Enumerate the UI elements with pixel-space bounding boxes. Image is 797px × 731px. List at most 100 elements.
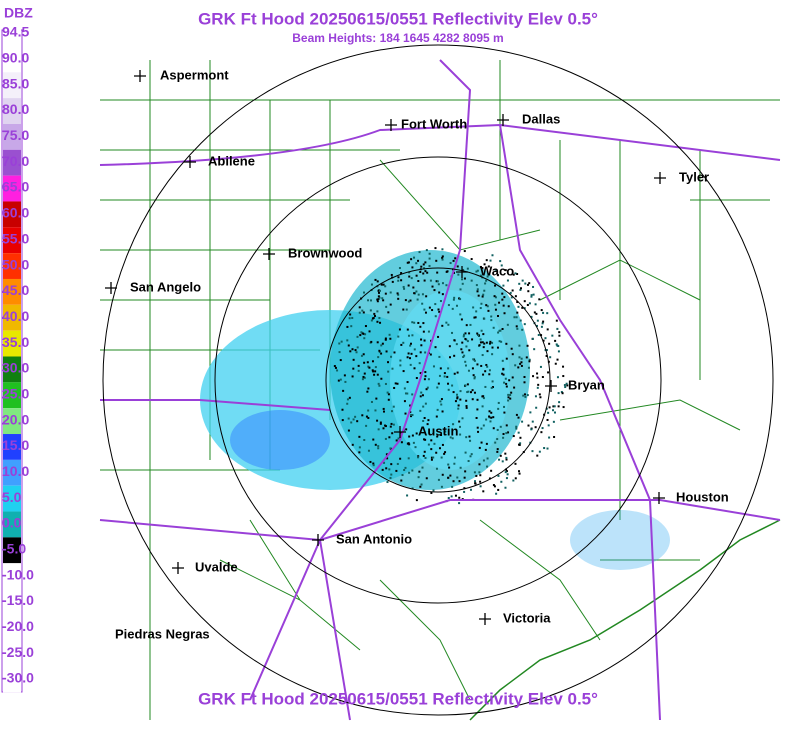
echo-pixel xyxy=(490,386,493,389)
echo-pixel xyxy=(378,317,381,320)
echo-pixel xyxy=(397,335,400,338)
echo-pixel xyxy=(430,491,433,494)
echo-pixel xyxy=(412,441,415,444)
echo-pixel xyxy=(405,308,408,311)
legend-label: -15.0 xyxy=(2,592,34,608)
echo-pixel xyxy=(369,309,372,312)
echo-pixel xyxy=(434,247,437,250)
echo-pixel xyxy=(397,297,400,300)
echo-pixel xyxy=(430,448,433,451)
echo-pixel xyxy=(399,359,402,362)
echo-pixel xyxy=(478,344,481,347)
city-name: Austin xyxy=(418,423,459,438)
echo-pixel xyxy=(451,485,454,488)
echo-pixel xyxy=(389,337,392,340)
echo-pixel xyxy=(501,359,504,362)
echo-pixel xyxy=(496,346,499,349)
echo-pixel xyxy=(453,372,456,375)
legend-swatch xyxy=(3,20,21,47)
echo-pixel xyxy=(424,311,427,314)
echo-pixel xyxy=(363,438,366,441)
echo-pixel xyxy=(501,460,504,463)
echo-pixel xyxy=(471,389,474,392)
echo-pixel xyxy=(387,398,390,401)
echo-pixel xyxy=(502,373,505,376)
echo-pixel xyxy=(422,405,425,408)
echo-pixel xyxy=(425,249,428,252)
echo-pixel xyxy=(346,339,349,342)
echo-pixel xyxy=(505,470,508,473)
echo-pixel xyxy=(453,462,456,465)
echo-pixel xyxy=(465,405,468,408)
echo-pixel xyxy=(406,392,409,395)
echo-pixel xyxy=(363,337,366,340)
echo-pixel xyxy=(344,380,347,383)
echo-pixel xyxy=(400,479,403,482)
echo-pixel xyxy=(469,488,472,491)
echo-pixel xyxy=(413,256,416,259)
echo-pixel xyxy=(553,411,556,414)
echo-pixel xyxy=(390,355,393,358)
echo-pixel xyxy=(451,331,454,334)
echo-pixel xyxy=(420,391,423,394)
echo-pixel xyxy=(362,291,365,294)
echo-pixel xyxy=(519,362,522,365)
echo-pixel xyxy=(372,370,375,373)
echo-pixel xyxy=(390,422,393,425)
echo-pixel xyxy=(337,379,340,382)
echo-pixel xyxy=(407,284,410,287)
echo-pixel xyxy=(511,289,514,292)
echo-pixel xyxy=(422,419,425,422)
echo-pixel xyxy=(519,288,522,291)
echo-pixel xyxy=(399,457,402,460)
echo-pixel xyxy=(532,285,535,288)
echo-pixel xyxy=(481,267,484,270)
echo-pixel xyxy=(556,376,559,379)
echo-pixel xyxy=(397,279,400,282)
echo-pixel xyxy=(384,292,387,295)
echo-pixel xyxy=(403,287,406,290)
echo-pixel xyxy=(500,480,503,483)
echo-pixel xyxy=(536,454,539,457)
echo-pixel xyxy=(463,333,466,336)
echo-pixel xyxy=(491,380,494,383)
echo-pixel xyxy=(374,370,377,373)
echo-pixel xyxy=(527,424,530,427)
echo-pixel xyxy=(419,409,422,412)
echo-pixel xyxy=(534,426,537,429)
city-marker xyxy=(263,248,275,260)
echo-pixel xyxy=(385,467,388,470)
echo-pixel xyxy=(473,316,476,319)
echo-pixel xyxy=(414,446,417,449)
echo-pixel xyxy=(490,411,493,414)
echo-pixel xyxy=(552,405,555,408)
echo-pixel xyxy=(434,315,437,318)
echo-pixel xyxy=(566,384,569,387)
echo-pixel xyxy=(444,430,447,433)
echo-pixel xyxy=(522,394,525,397)
echo-pixel xyxy=(436,408,439,411)
echo-pixel xyxy=(465,406,468,409)
echo-pixel xyxy=(542,339,545,342)
echo-pixel xyxy=(408,271,411,274)
echo-pixel xyxy=(376,419,379,422)
echo-pixel xyxy=(462,335,465,338)
echo-pixel xyxy=(388,468,391,471)
echo-pixel xyxy=(423,378,426,381)
echo-pixel xyxy=(364,333,367,336)
echo-pixel xyxy=(553,405,556,408)
echo-pixel xyxy=(374,366,377,369)
echo-pixel xyxy=(464,451,467,454)
echo-pixel xyxy=(518,344,521,347)
echo-pixel xyxy=(440,485,443,488)
echo-pixel xyxy=(462,355,465,358)
echo-pixel xyxy=(408,275,411,278)
echo-pixel xyxy=(469,455,472,458)
city-marker xyxy=(172,562,184,574)
echo-pixel xyxy=(502,284,505,287)
echo-pixel xyxy=(424,438,427,441)
legend-swatch xyxy=(3,356,21,383)
echo-pixel xyxy=(533,311,536,314)
echo-pixel xyxy=(475,416,478,419)
echo-pixel xyxy=(334,366,337,369)
